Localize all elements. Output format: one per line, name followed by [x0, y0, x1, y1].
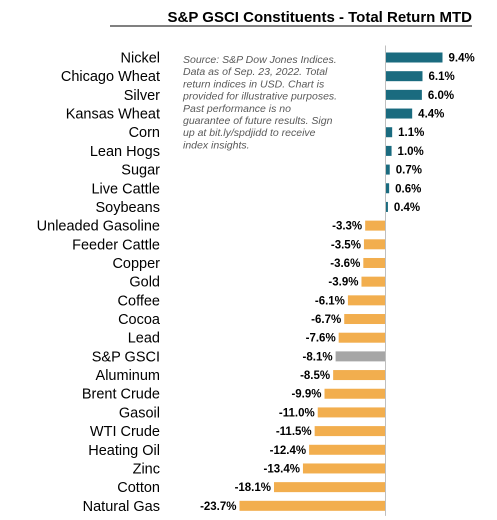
value-label-natural-gas: -23.7% [200, 501, 236, 513]
value-label-lean-hogs: 1.0% [398, 146, 424, 158]
value-label-sandp-gsci: -8.1% [303, 351, 333, 363]
bar-soybeans [385, 201, 388, 212]
category-label-silver: Silver [124, 88, 160, 104]
value-label-live-cattle: 0.6% [395, 183, 421, 195]
category-label-corn: Corn [129, 125, 160, 141]
category-label-sandp-gsci: S&P GSCI [92, 349, 160, 365]
value-label-copper: -3.6% [330, 258, 360, 270]
category-label-coffee: Coffee [118, 293, 160, 309]
value-label-chicago-wheat: 6.1% [428, 71, 454, 83]
source-note-line: return indices in USD. Chart is [183, 78, 325, 90]
category-label-feeder-cattle: Feeder Cattle [72, 237, 160, 253]
value-label-lead: -7.6% [306, 333, 336, 345]
category-label-sugar: Sugar [121, 163, 160, 179]
category-label-chicago-wheat: Chicago Wheat [61, 69, 160, 85]
bars-layer [239, 52, 443, 511]
value-label-sugar: 0.7% [396, 165, 422, 177]
bar-nickel [385, 52, 443, 63]
category-label-live-cattle: Live Cattle [91, 181, 160, 197]
value-label-unleaded-gasoline: -3.3% [332, 221, 362, 233]
bar-cocoa [344, 314, 386, 325]
source-note-line: index insights. [183, 139, 250, 151]
category-label-kansas-wheat: Kansas Wheat [66, 107, 160, 123]
category-label-cocoa: Cocoa [118, 312, 161, 328]
value-label-aluminum: -8.5% [300, 370, 330, 382]
category-label-lean-hogs: Lean Hogs [90, 144, 160, 160]
bar-aluminum [333, 370, 386, 381]
category-label-nickel: Nickel [121, 51, 160, 67]
value-label-cotton: -18.1% [235, 482, 271, 494]
category-label-brent-crude: Brent Crude [82, 387, 160, 403]
category-label-natural-gas: Natural Gas [83, 499, 160, 515]
bar-corn [385, 127, 393, 138]
source-note-line: up at bit.ly/spdjidd to receive [183, 127, 316, 139]
category-label-cotton: Cotton [117, 480, 160, 496]
value-label-feeder-cattle: -3.5% [331, 239, 361, 251]
bar-wti-crude [314, 426, 386, 437]
bar-lead [338, 332, 386, 343]
bar-feeder-cattle [363, 239, 386, 250]
source-note-line: Data as of Sep. 23, 2022. Total [183, 66, 328, 78]
category-labels-layer: Nickel Chicago Wheat Silver Kansas Wheat Cor… [37, 51, 161, 515]
bar-gold [361, 276, 386, 287]
category-label-copper: Copper [112, 256, 160, 272]
value-label-wti-crude: -11.5% [276, 426, 312, 438]
value-label-cocoa: -6.7% [311, 314, 341, 326]
source-note-line: Past performance is no [183, 103, 291, 115]
category-label-soybeans: Soybeans [96, 200, 161, 216]
source-note-line: guarantee of future results. Sign [183, 115, 333, 127]
bar-brent-crude [324, 388, 386, 399]
value-label-gold: -3.9% [328, 277, 358, 289]
source-note-line: provided for illustrative purposes. [182, 91, 337, 103]
category-label-lead: Lead [128, 331, 160, 347]
value-label-silver: 6.0% [428, 90, 454, 102]
category-label-aluminum: Aluminum [96, 368, 160, 384]
bar-sugar [385, 164, 390, 175]
value-label-corn: 1.1% [398, 127, 424, 139]
bar-heating-oil [309, 444, 386, 455]
value-label-heating-oil: -12.4% [270, 445, 306, 457]
source-note-line: Source: S&P Dow Jones Indices. [183, 54, 337, 66]
category-label-gold: Gold [129, 275, 160, 291]
bar-chicago-wheat [385, 71, 423, 82]
bar-copper [363, 257, 386, 268]
value-label-kansas-wheat: 4.4% [418, 109, 444, 121]
bar-zinc [302, 463, 386, 474]
value-label-brent-crude: -9.9% [291, 389, 321, 401]
bar-unleaded-gasoline [365, 220, 386, 231]
bar-silver [385, 89, 422, 100]
category-label-wti-crude: WTI Crude [90, 424, 160, 440]
bar-lean-hogs [385, 145, 392, 156]
value-labels-layer: 9.4% 6.1% 6.0% 4.4% 1.1% 1.0% 0.7% 0.6% 0.4% -3.3… [200, 53, 475, 513]
category-label-heating-oil: Heating Oil [88, 443, 160, 459]
bar-kansas-wheat [385, 108, 413, 119]
bar-gasoil [317, 407, 386, 418]
bar-natural-gas [239, 500, 386, 511]
bar-sandp-gsci [335, 351, 386, 362]
category-label-zinc: Zinc [133, 461, 160, 477]
bar-live-cattle [385, 183, 390, 194]
value-label-gasoil: -11.0% [279, 407, 315, 419]
value-label-soybeans: 0.4% [394, 202, 420, 214]
category-label-gasoil: Gasoil [119, 405, 160, 421]
source-note: Source: S&P Dow Jones Indices. Data as of… [182, 54, 337, 151]
value-label-zinc: -13.4% [264, 463, 300, 475]
value-label-coffee: -6.1% [315, 295, 345, 307]
value-label-nickel: 9.4% [449, 53, 475, 65]
bar-coffee [347, 295, 386, 306]
bar-cotton [274, 482, 386, 493]
chart-title: S&P GSCI Constituents - Total Return MTD [168, 9, 473, 26]
category-label-unleaded-gasoline: Unleaded Gasoline [37, 219, 160, 235]
